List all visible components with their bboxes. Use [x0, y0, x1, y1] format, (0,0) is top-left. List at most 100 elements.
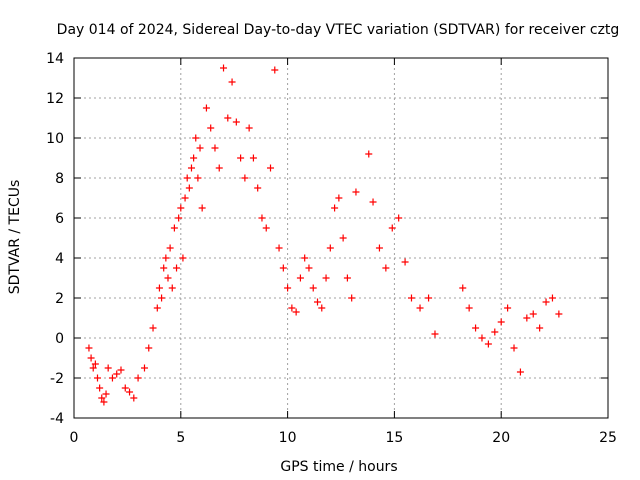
data-point: [254, 184, 262, 192]
data-point: [179, 254, 187, 262]
grid-lines: [74, 58, 608, 418]
data-point: [542, 298, 550, 306]
y-tick-label: 14: [46, 51, 64, 67]
y-tick-label: 12: [46, 91, 64, 107]
data-point: [245, 124, 253, 132]
data-point: [170, 224, 178, 232]
data-point: [173, 264, 181, 272]
data-point: [365, 150, 373, 158]
data-point: [96, 384, 104, 392]
data-point: [279, 264, 287, 272]
data-point: [168, 284, 176, 292]
data-point: [220, 64, 228, 72]
data-point: [352, 188, 360, 196]
data-point: [309, 284, 317, 292]
data-point: [98, 394, 106, 402]
data-point: [267, 164, 275, 172]
data-point: [382, 264, 390, 272]
data-point: [149, 324, 157, 332]
data-point: [187, 164, 195, 172]
data-point: [407, 294, 415, 302]
data-point: [89, 364, 97, 372]
data-point: [555, 310, 563, 318]
data-point: [91, 360, 99, 368]
data-point: [207, 124, 215, 132]
data-point: [331, 204, 339, 212]
data-point: [288, 304, 296, 312]
data-point: [102, 390, 110, 398]
data-point: [292, 308, 300, 316]
data-point: [339, 234, 347, 242]
data-point: [326, 244, 334, 252]
axis-ticks: 0 5 10 15 20 25 -4 -2 0 2 4 6 8 10 12 14: [46, 51, 617, 446]
data-point: [224, 114, 232, 122]
data-point: [343, 274, 351, 282]
data-point: [121, 384, 129, 392]
data-point: [153, 304, 161, 312]
data-point: [504, 304, 512, 312]
data-point: [523, 314, 531, 322]
data-point: [177, 204, 185, 212]
chart-title: Day 014 of 2024, Sidereal Day-to-day VTE…: [57, 22, 620, 38]
data-point: [126, 388, 134, 396]
data-point: [401, 258, 409, 266]
data-point: [262, 224, 270, 232]
data-point: [416, 304, 424, 312]
data-point: [249, 154, 257, 162]
x-tick-label: 25: [599, 430, 617, 446]
x-axis-label: GPS time / hours: [280, 459, 397, 475]
y-tick-label: -2: [50, 371, 64, 387]
data-point: [87, 354, 95, 362]
data-point: [194, 174, 202, 182]
data-point: [104, 364, 112, 372]
data-point: [185, 184, 193, 192]
data-point: [529, 310, 537, 318]
data-point: [548, 294, 556, 302]
x-tick-label: 10: [279, 430, 297, 446]
data-point: [305, 264, 313, 272]
data-point: [93, 374, 101, 382]
data-point: [113, 370, 121, 378]
data-point: [183, 174, 191, 182]
data-point: [237, 154, 245, 162]
data-point: [296, 274, 304, 282]
data-point: [215, 164, 223, 172]
data-point: [510, 344, 518, 352]
data-point: [271, 66, 279, 74]
x-tick-label: 0: [70, 430, 79, 446]
data-point: [108, 374, 116, 382]
x-tick-label: 20: [492, 430, 510, 446]
data-point: [459, 284, 467, 292]
data-point: [145, 344, 153, 352]
data-point: [348, 294, 356, 302]
y-axis-label: SDTVAR / TECUs: [7, 180, 23, 295]
data-point: [478, 334, 486, 342]
data-point: [166, 244, 174, 252]
data-point: [431, 330, 439, 338]
y-tick-label: 6: [55, 211, 64, 227]
y-tick-label: 0: [55, 331, 64, 347]
data-point: [318, 304, 326, 312]
data-point: [228, 78, 236, 86]
data-point: [198, 204, 206, 212]
data-point: [536, 324, 544, 332]
data-point: [395, 214, 403, 222]
data-point: [375, 244, 383, 252]
data-point: [190, 154, 198, 162]
data-point: [275, 244, 283, 252]
data-point: [301, 254, 309, 262]
y-tick-label: 4: [55, 251, 64, 267]
x-tick-label: 15: [385, 430, 403, 446]
y-tick-label: 8: [55, 171, 64, 187]
data-point: [117, 366, 125, 374]
data-point: [164, 274, 172, 282]
data-point: [85, 344, 93, 352]
data-point: [322, 274, 330, 282]
data-point: [369, 198, 377, 206]
data-point: [162, 254, 170, 262]
data-point: [100, 398, 108, 406]
data-point: [314, 298, 322, 306]
y-tick-label: 2: [55, 291, 64, 307]
data-point: [192, 134, 200, 142]
